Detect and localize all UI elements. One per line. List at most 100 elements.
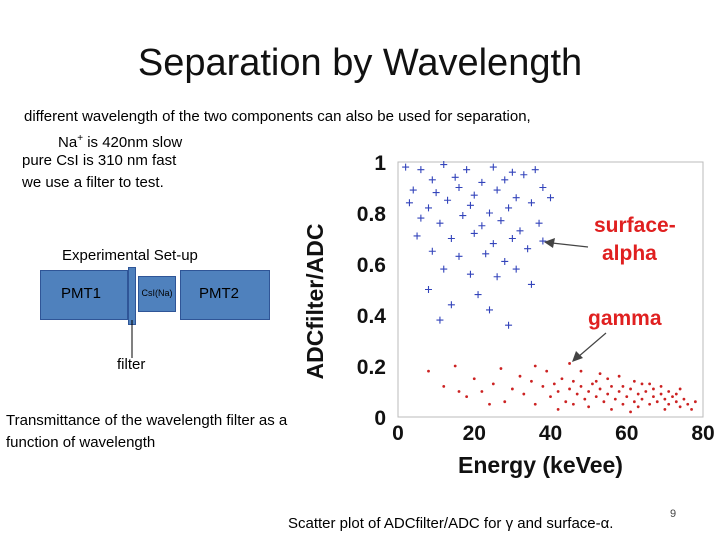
alpha-point [413,232,421,240]
alpha-point [425,286,432,293]
gamma-arrow-line [577,332,607,358]
alpha-point [520,171,528,179]
alpha-point [428,247,436,255]
x-tick-label: 20 [463,422,486,445]
gamma-point [640,382,644,386]
gamma-point [667,402,671,406]
gamma-point [491,382,495,386]
intro-na: Na [58,134,78,151]
gamma-point [564,400,568,404]
plot-area [397,161,704,418]
alpha-point [455,252,463,260]
gamma-point [652,395,655,398]
alpha-point [463,166,471,174]
alpha-point [482,250,490,258]
alpha-arrow-line [551,242,589,248]
gamma-point [606,392,610,396]
alpha-point [493,273,501,281]
x-tick-label: 40 [539,422,562,445]
gamma-point [488,402,491,406]
gamma-point [472,377,476,381]
alpha-point [425,204,432,212]
alpha-point [539,237,547,245]
x-tick-label: 80 [691,422,714,445]
gamma-point [453,364,457,368]
gamma-point [606,377,610,381]
gamma-point [579,369,583,373]
page-number: 9 [670,508,677,520]
gamma-point [659,392,663,396]
alpha-point [436,219,444,227]
gamma-point [613,397,617,401]
gamma-point [610,385,613,388]
alpha-arrow-head [544,238,555,248]
gamma-point [621,385,625,388]
alpha-point [470,191,478,199]
alpha-point [516,227,524,235]
gamma-point [598,387,602,391]
setup-label: Experimental Set-up [62,247,198,264]
alpha-point [527,280,535,288]
gamma-point [560,377,564,381]
gamma-point [552,382,556,386]
gamma-point [556,407,560,411]
gamma-point [663,397,667,401]
gamma-point [690,407,693,411]
alpha-point [466,201,474,209]
intro-line-4: we use a filter to test. [22,174,164,191]
gamma-point [632,400,636,404]
gamma-point [568,387,571,391]
alpha-point [440,161,448,169]
gamma-point [598,372,602,376]
gamma-point [541,385,545,388]
alpha-point [508,235,516,242]
gamma-point [644,390,648,393]
filter-label: filter [117,356,146,373]
gamma-point [499,367,503,370]
alpha-point [505,204,513,212]
scatter-plot: 0 0.2 0.4 0.6 0.8 1 0 20 40 60 80 Energy (keVee) ADC… [302,152,715,478]
surface-alpha-label-1: surface- [594,214,676,237]
gamma-point [629,410,632,414]
gamma-point [671,395,674,398]
intro-na-rest: is 420nm slow [83,134,183,151]
crystal-box: CsI(Na) [138,276,176,312]
gamma-point [655,400,659,404]
gamma-point [667,390,671,393]
alpha-point [417,214,425,222]
gamma-point [442,385,446,388]
alpha-point [444,196,452,204]
gamma-point [659,385,663,388]
transmittance-caption: Transmittance of the wavelength filter a… [6,412,288,451]
pmt1-label: PMT1 [61,285,102,302]
scatter-caption: Scatter plot of ADCfilter/ADC for γ and … [288,515,614,532]
filter-pointer-line [131,320,133,358]
gamma-point [674,400,678,404]
gamma-point [636,392,640,396]
gamma-point [533,364,537,368]
gamma-point [594,395,598,398]
gamma-point [579,385,583,388]
gamma-point [480,390,484,393]
slide-title: Separation by Wavelength [137,42,583,84]
gamma-point [617,390,621,393]
gamma-point [571,379,575,383]
y-tick-label: 0 [374,407,386,430]
gamma-point [629,387,632,391]
gamma-point [510,387,514,391]
intro-line-3: pure CsI is 310 nm fast [22,152,177,169]
alpha-point [440,265,448,273]
crystal-label: CsI(Na) [141,288,173,298]
alpha-point [417,166,425,174]
alpha-point [493,186,501,194]
gamma-point [610,407,613,411]
gamma-point [621,402,625,406]
alpha-point [447,301,455,309]
gamma-point [583,397,587,401]
y-axis-label: ADCfilter/ADC [302,224,328,380]
gamma-point [663,407,667,411]
alpha-point [470,229,478,237]
x-axis-label: Energy (keVee) [458,452,623,478]
gamma-point [518,374,522,378]
gamma-point [465,395,469,398]
